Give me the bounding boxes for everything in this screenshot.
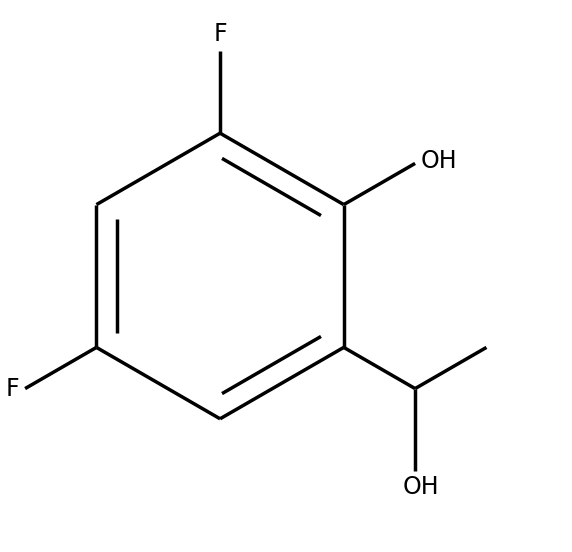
Text: F: F bbox=[6, 376, 19, 401]
Text: OH: OH bbox=[420, 148, 457, 173]
Text: F: F bbox=[213, 23, 227, 46]
Text: OH: OH bbox=[402, 475, 439, 500]
